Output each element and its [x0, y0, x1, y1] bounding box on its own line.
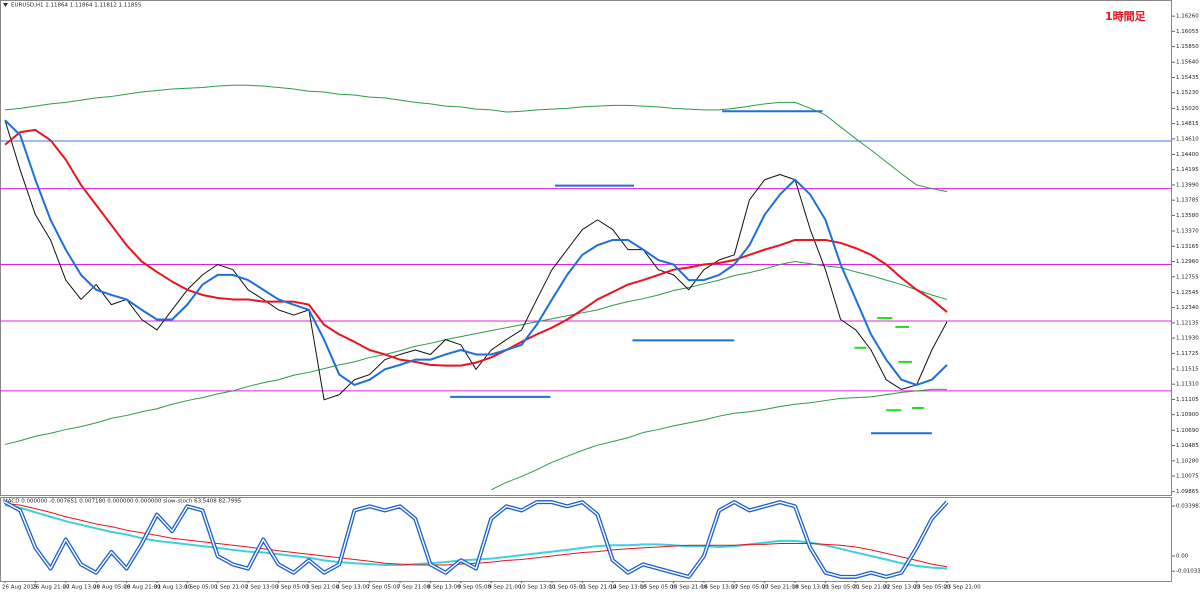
y-tick-label: 1.15230: [1176, 90, 1199, 96]
x-tick-label: 7 Sep 21:00: [397, 585, 431, 591]
x-tick-label: 8 Sep 13:00: [427, 585, 461, 591]
x-tick-label: 2 Sep 13:00: [245, 585, 279, 591]
y-tick-label: 1.14400: [1176, 152, 1199, 158]
y-tick-label: 1.14195: [1176, 167, 1199, 173]
x-tick-label: 21 Sep 21:00: [853, 585, 890, 591]
y-tick-label: 1.10900: [1176, 412, 1199, 418]
stochastic-line-inner: [4, 501, 948, 578]
y-tick-label: 1.13165: [1176, 244, 1199, 250]
series-line: [4, 504, 948, 570]
y-tick-label: 1.12545: [1176, 290, 1199, 296]
y-tick-label: 1.13785: [1176, 198, 1199, 204]
x-tick-label: 15 Sep 21:00: [671, 585, 708, 591]
y-tick-label: 1.12340: [1176, 305, 1199, 311]
chart-title: EURUSD,H1 1.11864 1.11864 1.11812 1.1185…: [11, 3, 142, 9]
x-tick-label: 27 Aug 13:00: [63, 585, 101, 591]
y-tick-label: 1.13370: [1176, 229, 1199, 235]
x-tick-label: 7 Sep 05:00: [367, 585, 401, 591]
x-tick-label: 3 Sep 05:00: [275, 585, 309, 591]
y-tick-label: 1.10075: [1176, 474, 1199, 480]
series-line: [4, 120, 948, 401]
y-tick-label: 1.10280: [1176, 458, 1199, 464]
y-tick-label: 0.033983: [1176, 504, 1200, 510]
main-panel: [0, 0, 1172, 496]
x-tick-label: 26 Aug 21:00: [32, 585, 70, 591]
x-tick-label: 28 Aug 05:00: [93, 585, 131, 591]
y-tick-label: 1.13580: [1176, 213, 1199, 219]
y-tick-label: 1.12755: [1176, 274, 1199, 280]
y-tick-label: 1.16260: [1176, 14, 1199, 20]
x-tick-label: 28 Aug 21:00: [124, 585, 162, 591]
series-line: [490, 388, 947, 491]
x-tick-label: 4 Sep 13:00: [336, 585, 370, 591]
y-tick-label: 1.11725: [1176, 351, 1199, 357]
x-tick-label: 26 Aug 2015: [2, 585, 38, 591]
y-tick-label: 1.15435: [1176, 75, 1199, 81]
series-line: [4, 261, 948, 445]
x-tick-label: 17 Sep 05:00: [731, 585, 768, 591]
y-tick-label: 1.10485: [1176, 443, 1199, 449]
oscillator-title: MACD 0.000000 -0.007651 0.007180 0.00000…: [3, 499, 242, 505]
x-tick-label: 11 Sep 05:00: [549, 585, 586, 591]
y-tick-label: -0.01033: [1176, 569, 1200, 575]
x-tick-label: 10 Sep 13:00: [519, 585, 556, 591]
y-tick-label: 1.15640: [1176, 60, 1199, 66]
y-tick-label: 1.12135: [1176, 320, 1199, 326]
x-tick-label: 17 Sep 21:00: [762, 585, 799, 591]
x-tick-label: 15 Sep 05:00: [640, 585, 677, 591]
y-tick-label: 1.16055: [1176, 29, 1199, 35]
y-tick-label: 1.15850: [1176, 44, 1199, 50]
series-line: [4, 128, 948, 367]
x-tick-label: 22 Sep 13:00: [883, 585, 920, 591]
x-tick-label: 18 Sep 13:00: [792, 585, 829, 591]
y-tick-label: 1.10690: [1176, 428, 1199, 434]
annotation: 1時間足: [1105, 9, 1147, 23]
y-tick-label: 1.13990: [1176, 182, 1199, 188]
oscillator-panel: [0, 497, 1172, 582]
x-tick-label: 23 Sep 21:00: [944, 585, 981, 591]
y-tick-label: 1.11515: [1176, 366, 1199, 372]
x-tick-label: 1 Sep 21:00: [215, 585, 249, 591]
y-tick-label: 1.14815: [1176, 121, 1199, 127]
x-tick-label: 16 Sep 13:00: [701, 585, 738, 591]
x-tick-label: 9 Sep 21:00: [488, 585, 522, 591]
x-tick-label: 23 Sep 05:00: [914, 585, 951, 591]
y-tick-label: 1.09865: [1176, 489, 1199, 495]
y-tick-label: 1.11105: [1176, 397, 1199, 403]
y-tick-label: 1.15020: [1176, 106, 1199, 112]
x-tick-label: 21 Sep 05:00: [822, 585, 859, 591]
y-tick-label: 1.11930: [1176, 336, 1199, 342]
x-tick-label: 31 Aug 13:00: [154, 585, 192, 591]
x-tick-label: 1 Sep 05:00: [184, 585, 218, 591]
y-tick-label: 0.00: [1176, 554, 1189, 560]
x-tick-label: 14 Sep 13:00: [610, 585, 647, 591]
menu-arrow: [3, 3, 8, 7]
x-tick-label: 3 Sep 21:00: [306, 585, 340, 591]
x-tick-label: 11 Sep 21:00: [579, 585, 616, 591]
y-tick-label: 1.11310: [1176, 382, 1199, 388]
x-tick-label: 9 Sep 05:00: [458, 585, 492, 591]
y-tick-label: 1.14610: [1176, 136, 1199, 142]
y-tick-label: 1.12960: [1176, 259, 1199, 265]
series-line: [4, 119, 948, 386]
series-line: [4, 84, 948, 193]
